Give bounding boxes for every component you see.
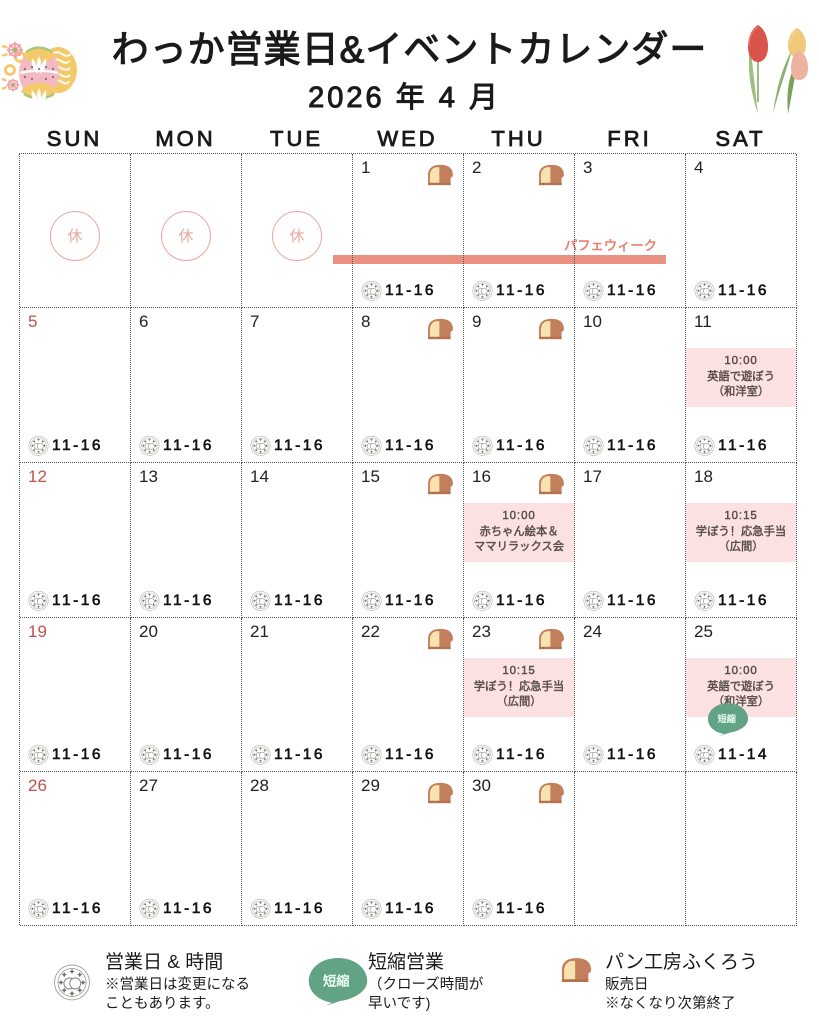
- svg-text:短縮: 短縮: [718, 713, 736, 724]
- svg-text:短縮: 短縮: [323, 972, 350, 988]
